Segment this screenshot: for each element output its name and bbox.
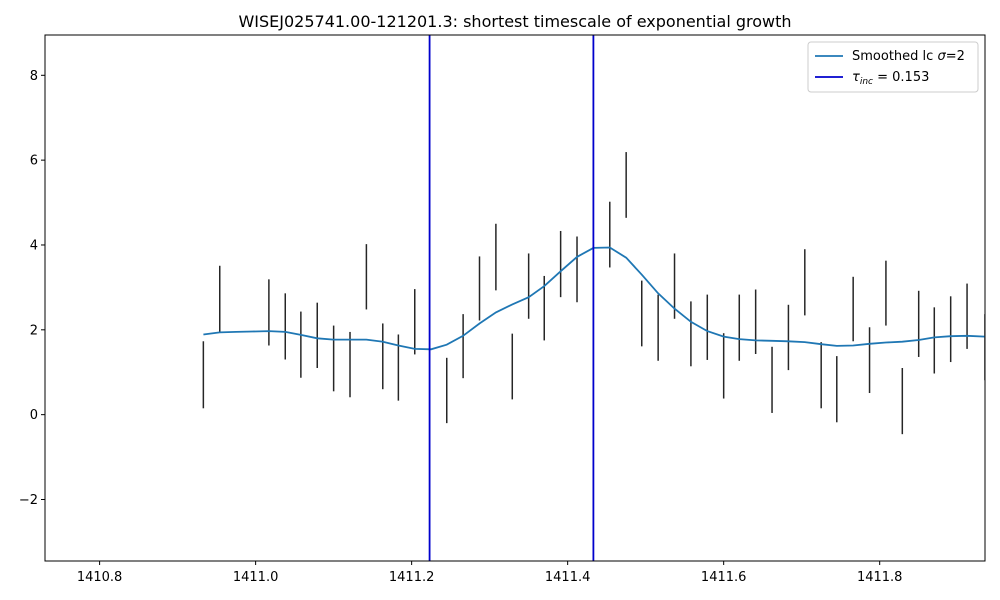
y-tick-label: 6 bbox=[30, 154, 38, 169]
x-tick-label: 1411.2 bbox=[389, 570, 435, 585]
y-tick-label: 0 bbox=[30, 408, 38, 423]
x-tick-label: 1411.4 bbox=[545, 570, 591, 585]
axes: 1410.8 1411.0 1411.2 1411.4 1411.6 1411.8 −2 0 2… bbox=[19, 34, 986, 585]
x-tick-label: 1411.0 bbox=[233, 570, 279, 585]
x-tick-label: 1411.6 bbox=[701, 570, 747, 585]
legend: Smoothed lc σ=2 τinc = 0.153 bbox=[807, 41, 979, 93]
plot-area bbox=[202, 35, 985, 561]
legend-tau-label: τinc = 0.153 bbox=[852, 70, 929, 87]
y-tick-label: 4 bbox=[30, 238, 38, 253]
plot-content bbox=[202, 35, 985, 561]
x-tick-label: 1411.8 bbox=[857, 570, 903, 585]
x-tick-label: 1410.8 bbox=[77, 570, 123, 585]
y-tick-label: 2 bbox=[30, 323, 38, 338]
chart-title: WISEJ025741.00-121201.3: shortest timesc… bbox=[238, 12, 791, 31]
legend-smoothed-line-label: Smoothed lc σ=2 bbox=[852, 49, 965, 64]
axes-frame bbox=[44, 34, 986, 562]
y-tick-label: 8 bbox=[30, 69, 38, 84]
y-tick-label: −2 bbox=[19, 493, 38, 508]
legend-box bbox=[807, 41, 979, 93]
